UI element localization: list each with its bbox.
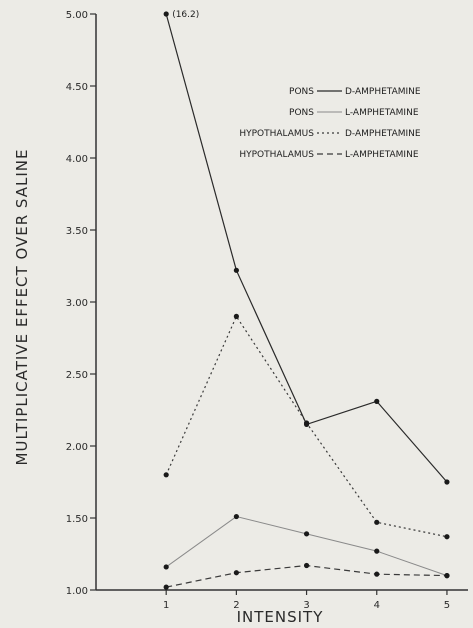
data-point [444,479,450,485]
data-point [233,313,239,319]
data-point [163,472,169,478]
legend-drug-label: L-AMPHETAMINE [345,108,419,118]
data-point [374,519,380,525]
y-tick-label: 2.50 [66,370,88,381]
data-point [233,267,239,273]
data-point [374,548,380,554]
legend-entry: HYPOTHALAMUS D-AMPHETAMINE [239,129,421,139]
x-tick-label: 2 [233,600,239,611]
legend-drug-label: D-AMPHETAMINE [345,87,421,97]
series-4 [163,562,450,590]
data-point [444,573,450,579]
legend-entry: PONS D-AMPHETAMINE [289,87,421,97]
data-point [233,570,239,576]
series-line [165,13,448,483]
data-point [233,513,239,520]
series-line [166,564,447,588]
x-tick-label: 1 [163,600,169,611]
legend-region-label: PONS [289,108,314,118]
y-tick-label: 1.00 [66,586,88,597]
series-2 [163,513,450,579]
data-point [303,420,310,426]
data-point [303,562,310,569]
y-tick-label: 3.00 [66,298,88,309]
y-tick-label: 2.00 [66,442,88,453]
series-3 [163,313,450,540]
x-axis-title: INTENSITY [237,608,324,626]
legend-region-label: HYPOTHALAMUS [239,150,314,160]
x-tick-label: 5 [444,600,450,611]
y-tick-label: 1.50 [66,514,88,525]
data-point [163,11,169,17]
data-point [303,531,310,537]
y-axis: 1.00 1.50 2.00 2.50 3.00 3.50 4.00 4.50 5.00 [66,10,97,597]
legend-entry: HYPOTHALAMUS L-AMPHETAMINE [239,150,418,160]
data-point [374,571,380,577]
data-point [163,584,169,590]
y-tick-label: 4.00 [66,154,88,165]
annotation-group: (16.2) [172,10,199,20]
legend-region-label: PONS [289,87,314,97]
x-axis: 1 2 3 4 5 [96,589,468,611]
data-annotation: (16.2) [172,10,199,20]
legend-entry: PONS L-AMPHETAMINE [289,108,419,118]
series-group [163,11,450,590]
legend-drug-label: L-AMPHETAMINE [345,150,419,160]
series-1 [163,11,450,485]
x-tick-group: 1 2 3 4 5 [163,590,450,611]
y-axis-title: MULTIPLICATIVE EFFECT OVER SALINE [13,149,31,466]
y-tick-label: 3.50 [66,226,88,237]
y-tick-group: 1.00 1.50 2.00 2.50 3.00 3.50 4.00 4.50 5.00 [66,10,96,597]
legend-region-label: HYPOTHALAMUS [239,129,314,139]
data-point [374,398,380,404]
data-point [163,564,169,570]
x-tick-label: 3 [303,600,309,611]
y-tick-label: 5.00 [66,10,88,21]
x-tick-label: 4 [374,600,380,611]
legend-drug-label: D-AMPHETAMINE [345,129,421,139]
data-point [444,534,450,540]
y-tick-label: 4.50 [66,82,88,93]
